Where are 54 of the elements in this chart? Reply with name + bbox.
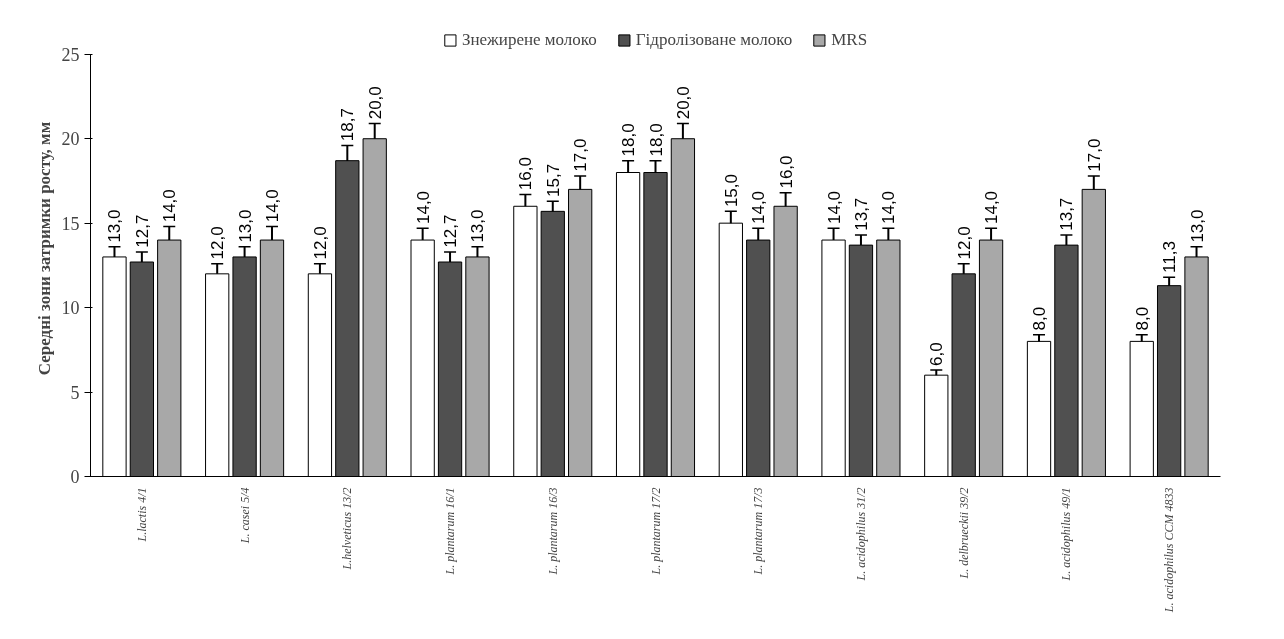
data-label: 12,0 <box>310 226 330 260</box>
data-label: 20,0 <box>365 86 385 120</box>
data-label: 17,0 <box>571 138 591 172</box>
data-label: 14,0 <box>982 190 1002 225</box>
x-tick-label: L. plantarum 17/2 <box>648 487 663 576</box>
x-tick-label: L. plantarum 17/3 <box>751 487 766 576</box>
x-tick-label: L. acidophilus CCM 4833 <box>1162 487 1177 614</box>
data-label: 18,0 <box>646 123 666 157</box>
data-label: 6,0 <box>927 342 947 366</box>
y-tick-label: 20 <box>61 129 80 150</box>
data-label: 13,7 <box>851 197 871 231</box>
data-label: 15,0 <box>721 174 741 208</box>
y-tick-label: 0 <box>70 467 80 487</box>
x-tick-label: L. delbrueckii 39/2 <box>956 487 971 580</box>
data-label: 16,0 <box>776 155 796 189</box>
legend-label: Знежирене молоко <box>461 30 597 50</box>
x-tick-label: L.helveticus 13/2 <box>340 487 355 571</box>
y-tick-label: 25 <box>61 44 80 65</box>
y-axis-title: Середні зони затримки росту, мм <box>34 121 54 376</box>
data-label: 12,7 <box>441 214 461 248</box>
x-tick-label: L. plantarum 16/1 <box>443 487 458 576</box>
y-tick-label: 5 <box>70 382 80 403</box>
data-label: 12,7 <box>132 214 152 248</box>
data-label: 13,0 <box>1187 209 1207 243</box>
data-label: 14,0 <box>262 189 282 223</box>
data-label: 13,0 <box>105 209 125 243</box>
data-label: 11,3 <box>1160 241 1180 273</box>
legend-label: Гідролізоване молоко <box>635 30 793 50</box>
data-label: 17,0 <box>1084 138 1104 172</box>
data-label: 14,0 <box>413 190 433 225</box>
data-label: 12,0 <box>208 226 228 260</box>
x-tick-label: L. acidophilus 49/1 <box>1059 487 1074 582</box>
y-tick-label: 10 <box>61 298 80 319</box>
data-label: 12,0 <box>954 226 974 260</box>
data-label: 13,7 <box>1057 197 1077 231</box>
data-label: 8,0 <box>1132 306 1152 331</box>
data-label: 13,0 <box>468 209 488 243</box>
data-label: 14,0 <box>749 190 769 225</box>
x-tick-label: L. acidophilus 31/2 <box>853 487 868 582</box>
data-label: 16,0 <box>516 157 536 191</box>
data-label: 8,0 <box>1030 306 1050 331</box>
data-label: 14,0 <box>824 190 844 225</box>
data-label: 20,0 <box>673 86 693 120</box>
data-label: 15,7 <box>543 163 563 197</box>
legend-label: MRS <box>831 30 868 50</box>
x-tick-label: L.lactis 4/1 <box>134 487 149 543</box>
x-tick-label: L. plantarum 16/3 <box>545 487 560 576</box>
x-tick-label: L. casei 5/4 <box>237 487 252 545</box>
data-label: 13,0 <box>235 209 255 243</box>
data-label: 18,0 <box>619 123 639 157</box>
data-label: 18,7 <box>338 108 358 142</box>
y-tick-label: 15 <box>61 213 80 234</box>
data-label: 14,0 <box>879 190 899 225</box>
data-label: 14,0 <box>160 189 180 223</box>
